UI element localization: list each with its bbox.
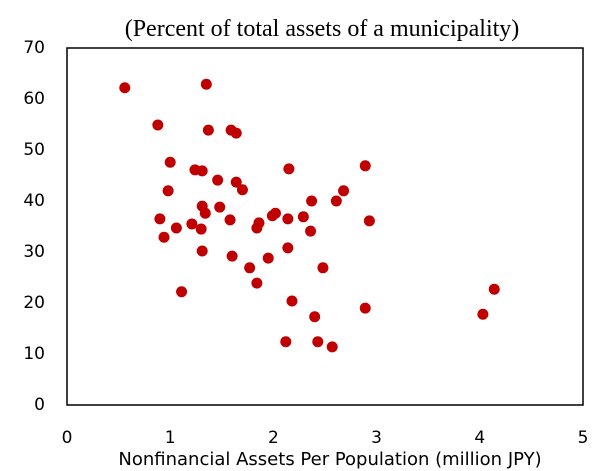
y-tick-label: 40 bbox=[23, 191, 45, 211]
point bbox=[280, 336, 292, 348]
y-tick-label: 0 bbox=[34, 395, 45, 415]
point bbox=[266, 210, 278, 222]
point bbox=[158, 231, 170, 243]
point bbox=[282, 242, 294, 254]
point bbox=[359, 160, 371, 172]
point bbox=[226, 250, 238, 262]
point bbox=[202, 124, 214, 136]
point bbox=[338, 185, 350, 197]
y-tick-label: 50 bbox=[23, 140, 45, 160]
point bbox=[236, 184, 248, 196]
point bbox=[170, 222, 182, 234]
point bbox=[152, 119, 164, 131]
y-tick-label: 70 bbox=[23, 38, 45, 58]
point bbox=[189, 164, 201, 176]
point bbox=[119, 82, 131, 94]
point bbox=[286, 295, 298, 307]
x-tick-label: 4 bbox=[474, 428, 485, 448]
x-axis-label: Nonfinancial Assets Per Population (mill… bbox=[118, 449, 541, 470]
point bbox=[162, 185, 174, 197]
point bbox=[251, 222, 263, 234]
point bbox=[224, 214, 236, 226]
point bbox=[306, 195, 318, 207]
point bbox=[196, 245, 208, 257]
y-tick-label: 60 bbox=[23, 89, 45, 109]
point bbox=[230, 176, 242, 188]
point bbox=[317, 262, 329, 274]
point bbox=[305, 225, 317, 237]
point bbox=[251, 277, 263, 289]
point bbox=[309, 311, 321, 323]
point bbox=[200, 78, 212, 90]
point bbox=[312, 336, 324, 348]
point bbox=[214, 201, 226, 213]
x-tick-label: 5 bbox=[578, 428, 589, 448]
point bbox=[262, 252, 274, 264]
point bbox=[176, 286, 188, 298]
point bbox=[199, 207, 211, 219]
plot-frame bbox=[66, 47, 584, 406]
point bbox=[195, 223, 207, 235]
x-tick-label: 2 bbox=[268, 428, 279, 448]
point bbox=[212, 174, 224, 186]
x-tick-label: 3 bbox=[371, 428, 382, 448]
chart-subtitle: (Percent of total assets of a municipali… bbox=[125, 16, 520, 42]
y-tick-label: 20 bbox=[23, 293, 45, 313]
point bbox=[326, 341, 338, 353]
point bbox=[488, 283, 500, 295]
x-tick-label: 0 bbox=[62, 428, 73, 448]
x-tick-label: 1 bbox=[165, 428, 176, 448]
point bbox=[154, 213, 166, 225]
y-tick-label: 10 bbox=[23, 344, 45, 364]
point bbox=[297, 211, 309, 223]
point bbox=[230, 127, 242, 139]
point bbox=[363, 215, 375, 227]
point bbox=[186, 218, 198, 230]
point bbox=[359, 302, 371, 314]
point bbox=[282, 213, 294, 225]
point bbox=[477, 308, 489, 320]
point bbox=[164, 156, 176, 168]
point bbox=[244, 262, 256, 274]
point bbox=[283, 163, 295, 175]
point bbox=[330, 195, 342, 207]
y-tick-label: 30 bbox=[23, 242, 45, 262]
